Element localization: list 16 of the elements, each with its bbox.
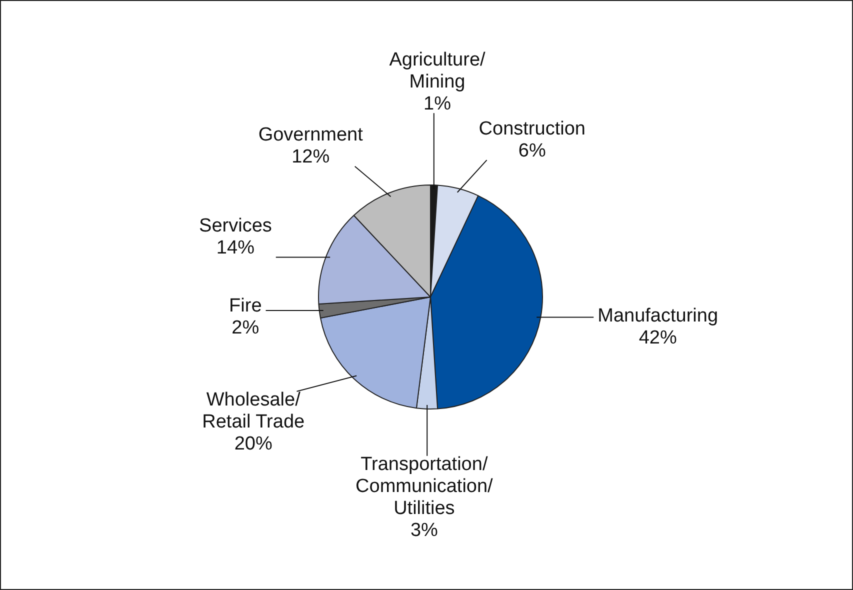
data-label: 1% (424, 93, 452, 114)
data-label: 2% (232, 318, 260, 339)
slice-label: Services (199, 216, 272, 237)
slice-label: Construction (478, 118, 586, 140)
data-label: 20% (234, 434, 272, 455)
data-label: 42% (638, 328, 677, 349)
data-label: 6% (518, 140, 546, 162)
slice-label: Agriculture/Mining (389, 49, 486, 92)
data-label: 3% (410, 520, 438, 542)
slice-label: Transportation/Communication/Utilities (356, 454, 494, 520)
data-label: 14% (216, 238, 255, 259)
slice-label: Wholesale/Retail Trade (202, 390, 305, 433)
slice-label: Manufacturing (598, 306, 718, 327)
data-label: 12% (292, 146, 330, 168)
slice-label: Fire (229, 296, 262, 317)
slice-label: Government (258, 124, 364, 146)
